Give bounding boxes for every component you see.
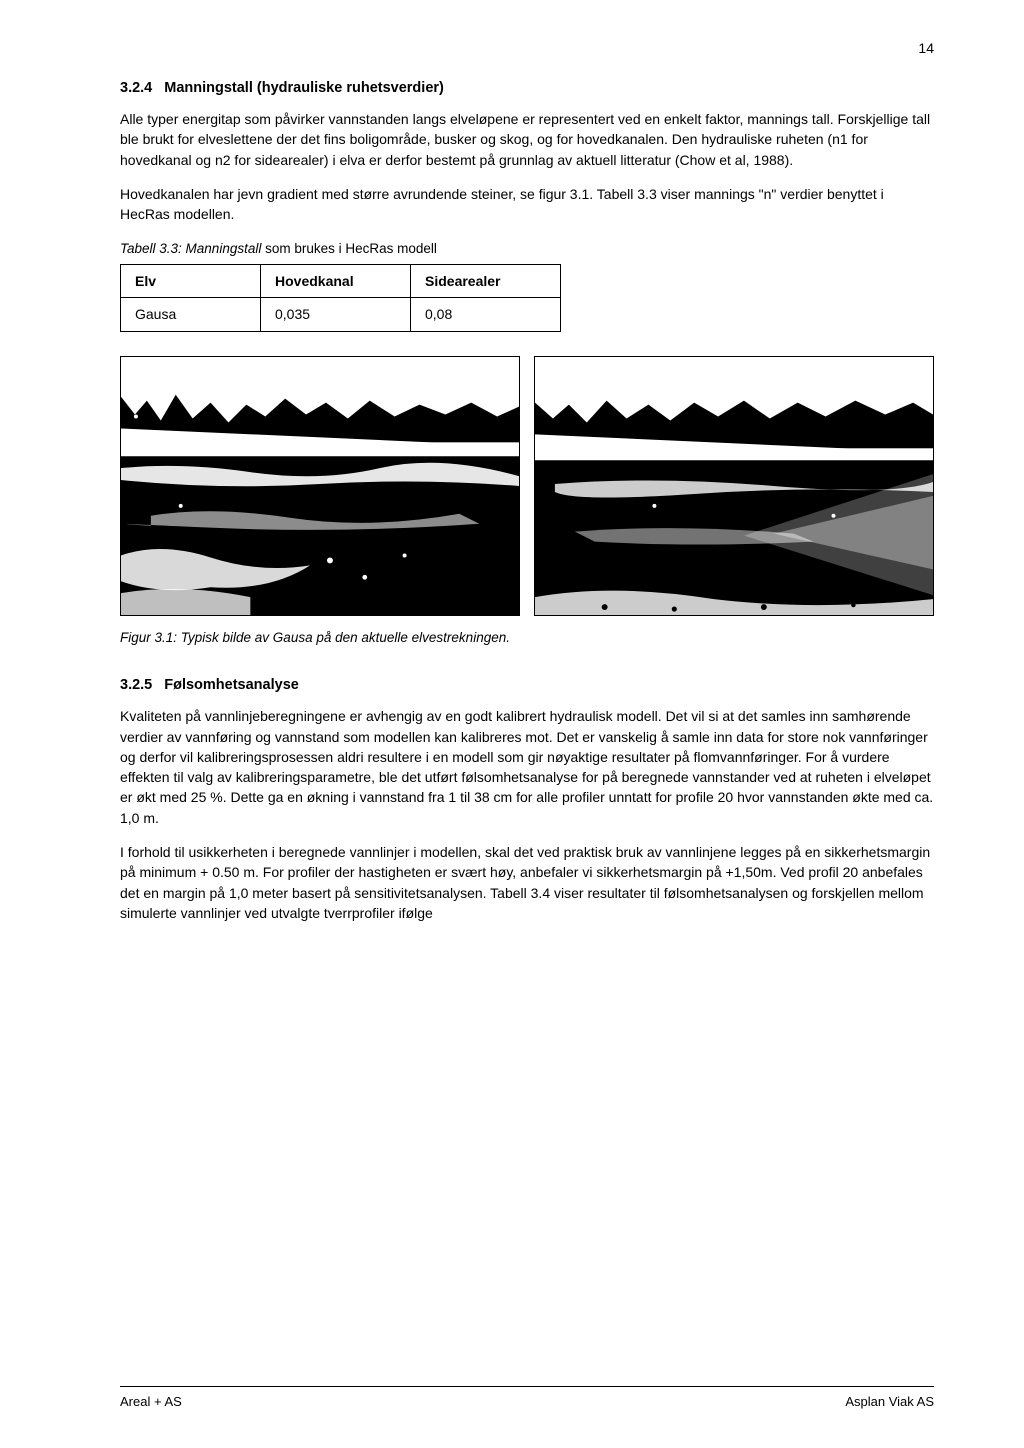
heading-3-2-5: 3.2.5 Følsomhetsanalyse [120,675,934,696]
heading-title: Følsomhetsanalyse [164,677,299,693]
table-row: Gausa 0,035 0,08 [121,298,561,331]
heading-number: 3.2.4 [120,78,152,99]
footer-right: Asplan Viak AS [845,1393,934,1412]
heading-title: Manningstall (hydrauliske ruhetsverdier) [164,80,444,96]
footer-left: Areal + AS [120,1393,182,1412]
figure-right [534,356,934,616]
page-number: 14 [918,38,934,58]
col-sidearealer: Sidearealer [411,265,561,298]
caption-italic-prefix: Tabell 3.3: Manningstall [120,241,261,256]
table-header-row: Elv Hovedkanal Sidearealer [121,265,561,298]
table-33-caption: Tabell 3.3: Manningstall som brukes i He… [120,239,934,259]
figure-31-caption: Figur 3.1: Typisk bilde av Gausa på den … [120,628,934,648]
col-hovedkanal: Hovedkanal [261,265,411,298]
cell-hovedkanal: 0,035 [261,298,411,331]
river-photo-left-icon [121,357,519,615]
caption-suffix: som brukes i HecRas modell [261,241,437,256]
heading-number: 3.2.5 [120,675,152,696]
para-324-1: Alle typer energitap som påvirker vannst… [120,109,934,170]
figure-left [120,356,520,616]
para-324-2: Hovedkanalen har jevn gradient med størr… [120,184,934,225]
figure-row [120,356,934,616]
footer: Areal + AS Asplan Viak AS [120,1386,934,1412]
para-325-2: I forhold til usikkerheten i beregnede v… [120,842,934,923]
cell-elv: Gausa [121,298,261,331]
cell-sidearealer: 0,08 [411,298,561,331]
col-elv: Elv [121,265,261,298]
heading-3-2-4: 3.2.4 Manningstall (hydrauliske ruhetsver… [120,78,934,99]
para-325-1: Kvaliteten på vannlinjeberegningene er a… [120,706,934,828]
table-33: Elv Hovedkanal Sidearealer Gausa 0,035 0… [120,264,561,332]
river-photo-right-icon [535,357,933,615]
